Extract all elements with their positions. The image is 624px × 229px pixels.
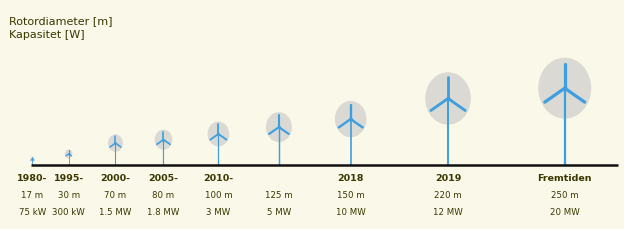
Ellipse shape <box>266 112 292 142</box>
Text: 2018: 2018 <box>338 174 364 183</box>
Text: 5 MW: 5 MW <box>267 208 291 217</box>
Text: 2000-: 2000- <box>100 174 130 183</box>
Text: 220 m: 220 m <box>434 191 462 200</box>
Ellipse shape <box>335 101 366 137</box>
Text: 80 m: 80 m <box>152 191 175 200</box>
Text: 100 m: 100 m <box>205 191 232 200</box>
Text: 10 MW: 10 MW <box>336 208 366 217</box>
Text: 20 MW: 20 MW <box>550 208 580 217</box>
Text: 1980-: 1980- <box>17 174 47 183</box>
Text: 300 kW: 300 kW <box>52 208 85 217</box>
Ellipse shape <box>425 72 471 125</box>
Ellipse shape <box>539 58 591 119</box>
Text: 1.5 MW: 1.5 MW <box>99 208 132 217</box>
Text: 12 MW: 12 MW <box>433 208 463 217</box>
Ellipse shape <box>108 134 123 152</box>
Text: 17 m: 17 m <box>21 191 44 200</box>
Text: 250 m: 250 m <box>551 191 578 200</box>
Text: 2010-: 2010- <box>203 174 233 183</box>
Text: 70 m: 70 m <box>104 191 127 200</box>
Text: 150 m: 150 m <box>337 191 364 200</box>
Text: Fremtiden: Fremtiden <box>537 174 592 183</box>
Ellipse shape <box>208 122 229 146</box>
Ellipse shape <box>155 130 172 150</box>
Text: 75 kW: 75 kW <box>19 208 46 217</box>
Text: 125 m: 125 m <box>265 191 293 200</box>
Text: 1995-: 1995- <box>54 174 84 183</box>
Ellipse shape <box>65 150 72 158</box>
Ellipse shape <box>30 157 35 162</box>
Text: 2005-: 2005- <box>149 174 178 183</box>
Text: 30 m: 30 m <box>57 191 80 200</box>
Text: 3 MW: 3 MW <box>207 208 230 217</box>
Text: 2019: 2019 <box>435 174 461 183</box>
Text: Rotordiameter [m]
Kapasitet [W]: Rotordiameter [m] Kapasitet [W] <box>9 16 113 40</box>
Text: 1.8 MW: 1.8 MW <box>147 208 180 217</box>
